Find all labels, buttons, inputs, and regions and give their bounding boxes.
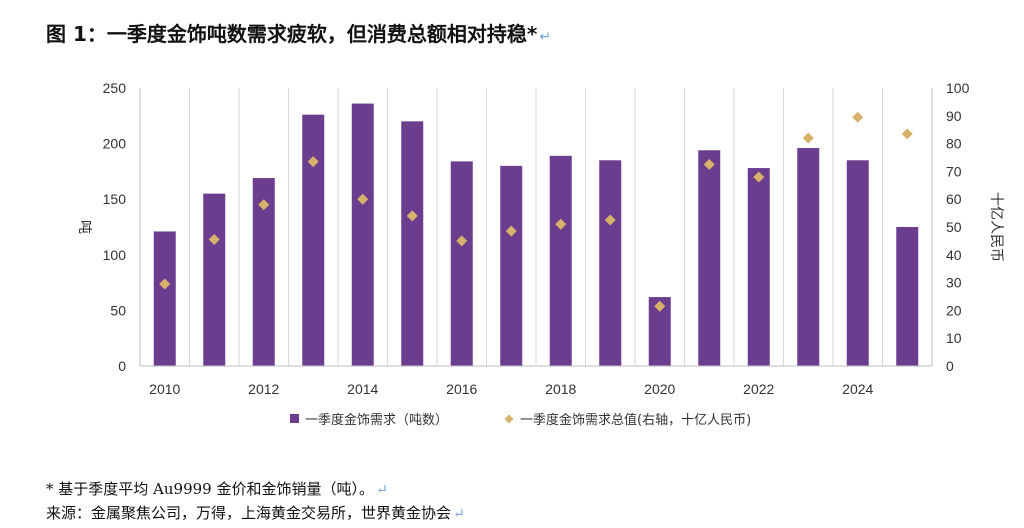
- bar: [351, 103, 374, 367]
- source-note: 来源：金属聚焦公司，万得，上海黄金交易所，世界黄金协会 ↵: [46, 502, 465, 523]
- marker-point: [703, 158, 715, 170]
- marker-point: [901, 128, 913, 140]
- y-left-tick-label: 150: [103, 191, 127, 207]
- y-left-tick-label: 200: [103, 136, 127, 152]
- bar: [252, 178, 275, 366]
- marker-point: [357, 193, 369, 205]
- x-tick-label: 2022: [743, 381, 774, 397]
- marker-point: [505, 225, 517, 237]
- axis-layer: 0 50 100 150 200 250 0 10 20 30 40 50 60 70 80 90 100 201…: [76, 80, 1004, 397]
- y-right-tick-label: 70: [946, 163, 962, 179]
- bar: [797, 148, 820, 366]
- marker-point: [307, 156, 319, 168]
- legend-marker-swatch: [504, 414, 514, 424]
- footnote-text: * 基于季度平均 Au9999 金价和金饰销量（吨）。: [46, 480, 374, 498]
- marker-point: [159, 278, 171, 290]
- marker-point: [654, 300, 666, 312]
- bar: [599, 160, 622, 366]
- y-left-tick-label: 100: [103, 247, 127, 263]
- x-tick-label: 2020: [644, 381, 675, 397]
- y-right-tick-label: 10: [946, 330, 962, 346]
- x-tick-label: 2018: [545, 381, 576, 397]
- x-tick-label: 2014: [347, 381, 378, 397]
- bar: [896, 227, 919, 366]
- marker-layer: [159, 111, 913, 312]
- bar-layer: [153, 103, 919, 367]
- y-right-tick-label: 30: [946, 275, 962, 291]
- return-mark: ↵: [453, 506, 465, 522]
- y-right-tick-label: 100: [946, 80, 970, 96]
- marker-point: [555, 218, 567, 230]
- bar: [302, 114, 325, 366]
- y-right-tick-label: 40: [946, 247, 962, 263]
- bar: [450, 161, 473, 366]
- y-right-tick-label: 80: [946, 136, 962, 152]
- bar: [401, 121, 424, 366]
- y-right-tick-label: 0: [946, 358, 954, 374]
- marker-point: [208, 234, 220, 246]
- x-tick-label: 2010: [149, 381, 180, 397]
- return-mark: ↵: [375, 482, 388, 498]
- legend-layer: 一季度金饰需求（吨数） 一季度金饰需求总值(右轴，十亿人民币): [290, 412, 751, 428]
- x-tick-label: 2016: [446, 381, 477, 397]
- bar: [747, 168, 770, 366]
- chart-title-text: 图 1：一季度金饰吨数需求疲软，但消费总额相对持稳*: [46, 22, 538, 46]
- y-right-tick-label: 90: [946, 108, 962, 124]
- y-right-tick-label: 50: [946, 219, 962, 235]
- marker-point: [852, 111, 864, 123]
- y-left-tick-label: 50: [110, 302, 126, 318]
- marker-point: [456, 235, 468, 247]
- bar: [203, 193, 226, 366]
- y-left-axis-title: 吨: [76, 220, 92, 234]
- marker-point: [802, 132, 814, 144]
- bar: [500, 165, 523, 366]
- return-mark: ↵: [539, 29, 552, 45]
- marker-point: [604, 214, 616, 226]
- legend-bar-swatch: [290, 414, 299, 423]
- y-right-axis-title: 十亿人民币: [988, 192, 1004, 262]
- bar: [549, 155, 572, 366]
- marker-point: [406, 210, 418, 222]
- x-tick-label: 2024: [842, 381, 873, 397]
- bar: [698, 150, 721, 366]
- marker-point: [258, 199, 270, 211]
- bar: [846, 160, 869, 366]
- legend-bar-label: 一季度金饰需求（吨数）: [305, 412, 448, 428]
- marker-point: [753, 171, 765, 183]
- y-left-tick-label: 0: [118, 358, 126, 374]
- bar: [153, 231, 176, 366]
- gold-jewellery-chart: 0 50 100 150 200 250 0 10 20 30 40 50 60 70 80 90 100 201…: [76, 80, 1004, 428]
- y-right-tick-label: 60: [946, 191, 962, 207]
- legend-marker-label: 一季度金饰需求总值(右轴，十亿人民币): [520, 412, 751, 428]
- bar: [648, 297, 671, 366]
- x-tick-label: 2012: [248, 381, 279, 397]
- chart-title: 图 1：一季度金饰吨数需求疲软，但消费总额相对持稳* ↵: [46, 18, 551, 47]
- y-left-tick-label: 250: [103, 80, 127, 96]
- source-note-text: 来源：金属聚焦公司，万得，上海黄金交易所，世界黄金协会: [46, 504, 452, 522]
- footnote: * 基于季度平均 Au9999 金价和金饰销量（吨）。 ↵: [46, 478, 388, 499]
- y-right-tick-label: 20: [946, 302, 962, 318]
